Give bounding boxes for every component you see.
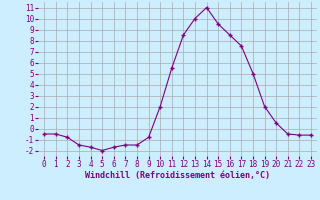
X-axis label: Windchill (Refroidissement éolien,°C): Windchill (Refroidissement éolien,°C) — [85, 171, 270, 180]
